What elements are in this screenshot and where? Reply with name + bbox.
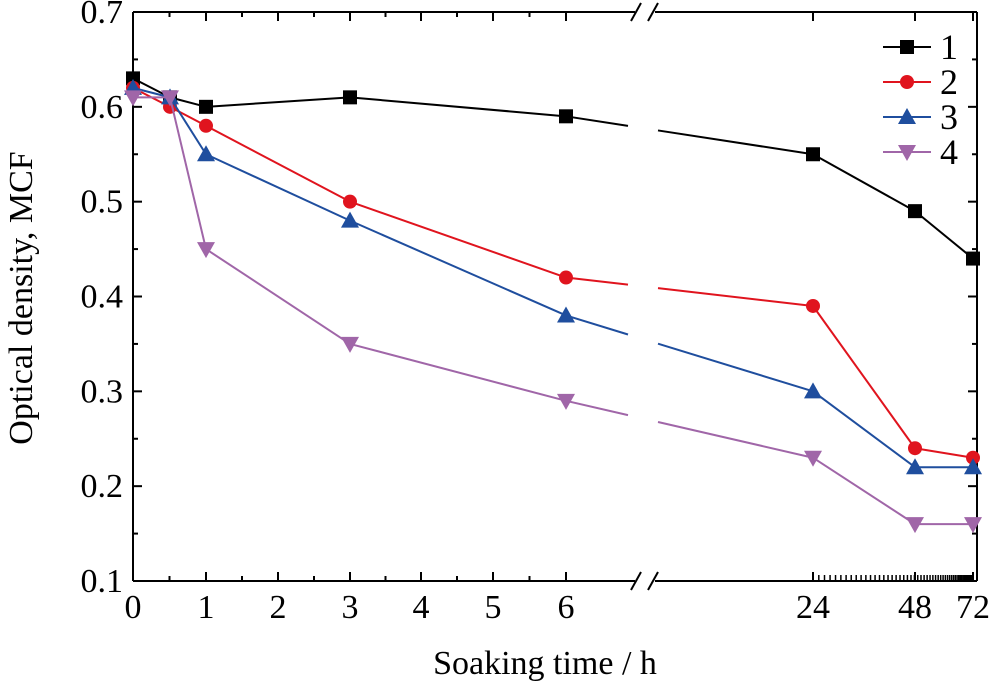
series-line-segment	[132, 86, 171, 99]
data-point	[559, 270, 573, 285]
data-point	[343, 194, 357, 209]
series-line-segment	[914, 447, 974, 459]
axis-break-mark	[630, 571, 642, 591]
series-4	[124, 90, 982, 534]
axis-break-mark	[647, 571, 659, 591]
data-point	[806, 147, 820, 162]
data-point	[804, 382, 822, 399]
data-point	[908, 441, 922, 456]
legend-label: 2	[940, 62, 958, 102]
series-line-segment	[657, 421, 814, 459]
series-line-segment	[205, 153, 351, 222]
data-point	[341, 211, 359, 228]
data-point	[199, 99, 213, 114]
series-line-segment	[205, 248, 351, 345]
series-line-segment	[812, 305, 916, 449]
data-point	[341, 336, 359, 353]
legend-item-4: 4	[883, 132, 958, 172]
series-line-segment	[205, 96, 351, 108]
data-point	[908, 204, 922, 219]
data-point	[966, 450, 980, 465]
legend-marker	[898, 145, 916, 161]
data-point	[124, 90, 142, 107]
data-point	[964, 458, 982, 475]
legend-marker	[900, 75, 914, 89]
axis-break-mark	[647, 2, 659, 22]
series-3	[124, 78, 982, 475]
series-line-segment	[812, 456, 916, 525]
x-axis-title: Soaking time / h	[433, 645, 657, 682]
data-point	[964, 517, 982, 534]
y-tick-label: 0.5	[81, 184, 124, 221]
data-point	[806, 298, 820, 313]
plot-frame	[132, 2, 978, 591]
series-2	[126, 80, 980, 465]
x-tick-label: 0	[125, 589, 142, 626]
series-line-segment	[657, 342, 814, 393]
series-line-segment	[657, 129, 814, 156]
data-point	[804, 450, 822, 467]
data-point	[343, 90, 357, 105]
y-tick-label: 0.4	[81, 279, 124, 316]
data-point	[197, 242, 215, 259]
series-layer	[124, 71, 982, 534]
legend-marker	[900, 40, 914, 54]
x-tick-label: 5	[485, 589, 502, 626]
data-point	[199, 118, 213, 133]
x-tick-label: 48	[898, 589, 932, 626]
legend-label: 1	[940, 27, 958, 67]
y-axis: 0.1 0.2 0.3 0.4 0.5 0.6 0.7	[81, 0, 977, 600]
x-tick-label: 2	[270, 589, 287, 626]
legend-label: 3	[940, 97, 958, 137]
series-line-segment	[349, 219, 567, 317]
legend-marker	[898, 108, 916, 124]
x-tick-label: 72	[956, 589, 990, 626]
series-line-segment	[169, 96, 207, 155]
y-axis-title: Optical density, MCF	[3, 151, 40, 444]
data-point	[161, 90, 179, 107]
series-line-segment	[565, 276, 629, 286]
data-point	[966, 251, 980, 266]
y-tick-label: 0.6	[81, 89, 124, 126]
legend-item-2: 2	[883, 62, 958, 102]
data-point	[197, 145, 215, 162]
y-tick-label: 0.1	[81, 563, 124, 600]
axis-break-mark	[630, 2, 642, 22]
x-axis: 0 1 2 3 4 5 6 24 48 72	[125, 12, 990, 626]
series-line-segment	[914, 210, 974, 260]
data-point	[906, 517, 924, 534]
y-tick-label: 0.7	[81, 0, 124, 31]
x-tick-label: 4	[413, 589, 430, 626]
data-point	[906, 458, 924, 475]
series-line-segment	[205, 124, 351, 203]
y-tick-label: 0.2	[81, 468, 124, 505]
series-line-segment	[812, 153, 916, 213]
series-line-segment	[349, 96, 567, 118]
legend-item-1: 1	[883, 27, 958, 67]
x-tick-label: 6	[558, 589, 575, 626]
x-tick-label: 24	[796, 589, 830, 626]
data-point	[557, 393, 575, 410]
series-line-segment	[565, 314, 629, 336]
series-line-segment	[657, 287, 814, 307]
series-line-segment	[565, 399, 629, 417]
y-tick-label: 0.3	[81, 373, 124, 410]
series-line-segment	[812, 390, 916, 469]
x-tick-label: 1	[198, 589, 215, 626]
series-line-segment	[349, 200, 567, 279]
legend-label: 4	[940, 132, 958, 172]
series-1	[126, 71, 980, 266]
x-tick-label: 3	[342, 589, 359, 626]
series-line-segment	[169, 97, 207, 250]
series-line-segment	[565, 115, 629, 127]
series-line-segment	[349, 342, 567, 402]
legend-item-3: 3	[883, 97, 958, 137]
data-point	[557, 306, 575, 323]
data-point	[559, 109, 573, 124]
